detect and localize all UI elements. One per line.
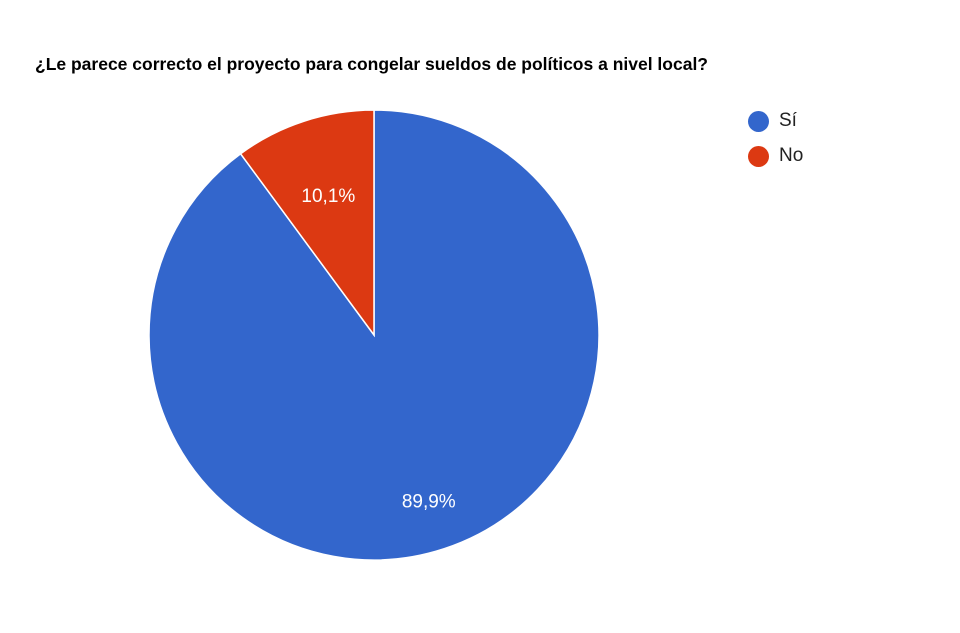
legend-label-no: No (779, 145, 804, 166)
pie-slice-no (239, 109, 375, 338)
legend-label-si: Sí (779, 110, 797, 131)
chart-title: ¿Le parece correcto el proyecto para con… (35, 54, 708, 74)
legend-marker-no (748, 145, 769, 167)
legend-item-no: No (748, 145, 803, 167)
data-label-si: 89,9% (402, 492, 456, 513)
legend-marker-si (748, 110, 769, 132)
legend-item-si: Sí (748, 110, 797, 132)
data-label-no: 10,1% (301, 186, 355, 207)
